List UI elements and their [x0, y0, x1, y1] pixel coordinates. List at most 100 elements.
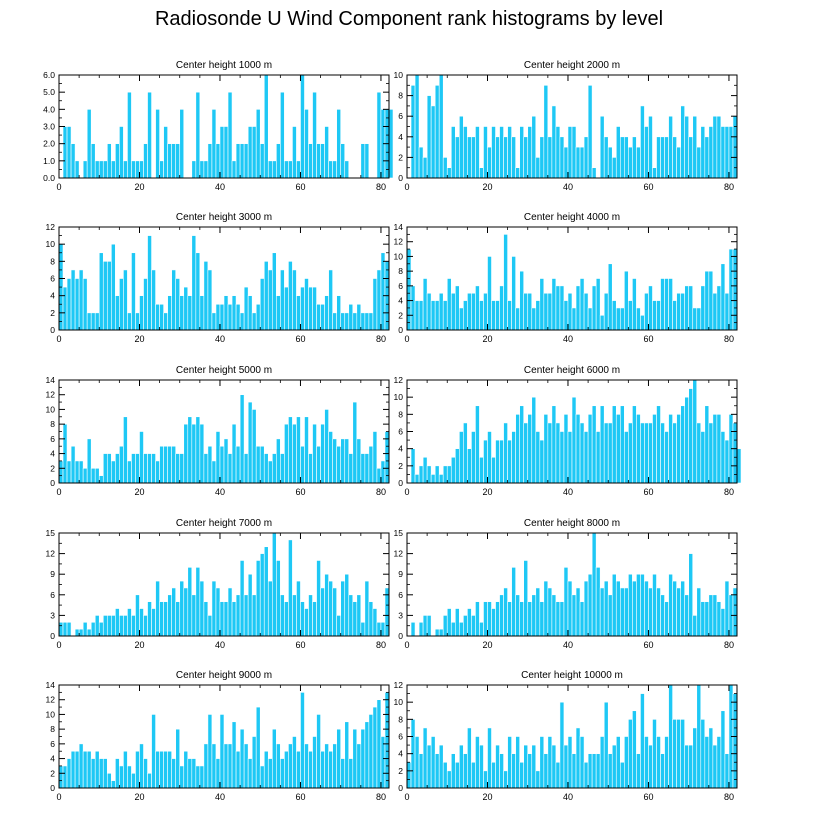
bar: [123, 269, 128, 331]
bar: [503, 234, 508, 331]
bar: [668, 684, 673, 789]
bar: [223, 438, 229, 484]
bar: [422, 727, 428, 789]
bar: [304, 278, 309, 331]
bar: [571, 307, 577, 331]
bar: [507, 300, 512, 331]
bar: [380, 621, 386, 637]
bar: [724, 753, 730, 789]
x-tick-label: 60: [295, 487, 305, 497]
bar: [636, 307, 641, 331]
bar: [111, 615, 116, 637]
bar: [276, 143, 281, 179]
bar: [523, 292, 529, 331]
bar: [147, 235, 152, 331]
y-tick-label: 6: [50, 274, 55, 284]
bar: [551, 105, 557, 179]
bar: [648, 115, 653, 179]
bar: [579, 422, 585, 484]
bar: [688, 136, 694, 179]
bar: [624, 587, 629, 637]
bar: [227, 91, 233, 179]
bar: [376, 621, 382, 637]
bar: [664, 431, 669, 484]
x-tick-label: 0: [56, 182, 61, 192]
bar: [191, 160, 197, 179]
bar: [728, 126, 734, 179]
y-tick-label: 0: [398, 325, 403, 335]
bar: [360, 453, 366, 484]
bar: [82, 621, 88, 637]
panel-title: Center height 4000 m: [524, 212, 620, 223]
bar: [211, 460, 217, 484]
bar: [454, 761, 460, 789]
bar: [487, 431, 492, 484]
bar: [171, 445, 177, 484]
bar: [243, 594, 249, 637]
bar: [211, 312, 217, 331]
bar: [131, 160, 136, 179]
bar: [567, 580, 573, 637]
bar: [183, 587, 189, 637]
bar: [475, 405, 480, 484]
bar: [58, 765, 64, 789]
bar: [312, 601, 317, 637]
y-tick-label: 0: [398, 631, 403, 641]
y-tick-label: 12: [46, 695, 56, 705]
bar: [167, 594, 172, 637]
bar: [700, 601, 706, 637]
bar: [527, 292, 533, 331]
bar: [271, 532, 277, 637]
bar: [183, 423, 189, 484]
bar: [247, 758, 253, 789]
bar: [700, 719, 706, 789]
bar: [271, 252, 277, 331]
bar: [446, 167, 452, 179]
bar: [292, 736, 297, 789]
bar: [255, 706, 261, 789]
bar: [119, 765, 124, 789]
bar: [296, 416, 301, 484]
bar: [426, 615, 432, 637]
bar: [336, 295, 342, 331]
bar: [78, 269, 84, 331]
bar: [143, 278, 148, 331]
x-tick-label: 40: [215, 792, 225, 802]
bar: [567, 126, 573, 179]
bar: [163, 445, 168, 484]
bar: [368, 601, 374, 637]
bar: [684, 285, 690, 331]
y-tick-label: 8: [398, 266, 403, 276]
bar: [82, 467, 88, 484]
bar: [599, 587, 605, 637]
bar: [607, 753, 613, 789]
bar: [591, 285, 597, 331]
bar: [410, 285, 416, 331]
bar: [111, 243, 116, 331]
bar: [511, 136, 516, 179]
bar: [495, 439, 500, 484]
bar: [195, 765, 201, 789]
bar: [131, 615, 136, 637]
bar: [227, 303, 233, 331]
bar: [692, 379, 698, 484]
bar: [442, 300, 448, 331]
bar: [219, 445, 225, 484]
bar: [640, 693, 645, 789]
bar: [555, 285, 561, 331]
bar: [332, 312, 337, 331]
bar: [704, 270, 710, 331]
bar: [171, 143, 177, 179]
bar: [688, 744, 694, 789]
bar: [515, 414, 520, 484]
bar: [559, 285, 565, 331]
panel-title: Center height 7000 m: [176, 518, 272, 529]
bar: [559, 136, 565, 179]
bar: [62, 286, 68, 331]
bar: [587, 414, 593, 484]
bar: [615, 414, 621, 484]
bar: [82, 278, 88, 331]
bar: [503, 422, 508, 484]
bar: [499, 285, 504, 331]
bar: [692, 615, 698, 637]
